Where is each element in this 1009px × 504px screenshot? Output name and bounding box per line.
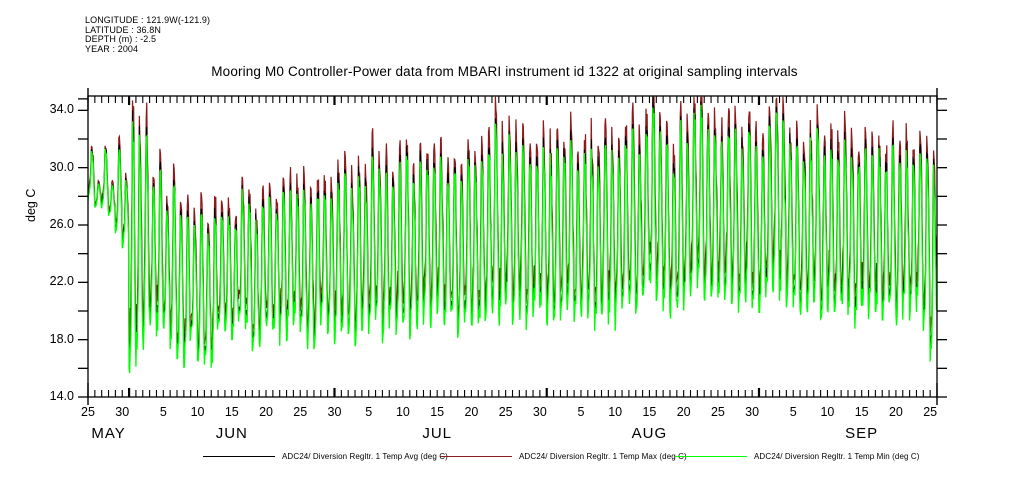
x-axis-month-label: SEP [845,425,879,442]
x-axis-day-label: 30 [115,405,130,419]
x-axis-day-label: 5 [789,405,797,419]
x-axis-day-label: 25 [710,405,725,419]
x-axis-month-label: AUG [631,425,668,442]
longitude-text: LONGITUDE : 121.9W(-121.9) [85,15,211,25]
x-axis-day-label: 15 [854,405,869,419]
latitude-text: LATITUDE : 36.8N [85,24,161,35]
year-text: YEAR : 2004 [85,43,139,54]
x-axis-day-label: 25 [498,405,513,419]
x-axis-day-label: 25 [81,405,95,419]
y-axis-tick-label: 18.0 [49,331,74,346]
legend-item: ADC24/ Diversion Regltr. 1 Temp Min (deg… [675,448,920,464]
x-axis-day-label: 30 [327,405,342,419]
x-axis-month-label: JUL [422,425,453,442]
legend-line-swatch [675,455,747,457]
y-axis-tick-label: 22.0 [49,274,74,289]
legend-item: ADC24/ Diversion Regltr. 1 Temp Avg (deg… [203,448,448,464]
metadata-block: LONGITUDE : 121.9W(-121.9) LATITUDE : 36… [85,15,211,54]
legend-line-swatch [440,455,512,457]
chart-legend: ADC24/ Diversion Regltr. 1 Temp Avg (deg… [0,448,1009,466]
x-axis-day-label: 10 [190,405,205,419]
x-axis-day-label: 15 [224,405,239,419]
chart-title: Mooring M0 Controller-Power data from MB… [211,64,798,79]
x-axis-day-label: 25 [923,405,938,419]
y-axis-tick-label: 26.0 [49,217,74,231]
y-axis-tick-label: 30.0 [49,159,74,174]
legend-label: ADC24/ Diversion Regltr. 1 Temp Max (deg… [519,451,687,461]
x-axis-day-label: 5 [365,405,373,419]
y-axis-tick-label: 14.0 [49,389,74,403]
y-axis-tick-label: 34.0 [49,102,74,117]
x-axis-day-label: 20 [676,405,691,419]
depth-text: DEPTH (m) : -2.5 [85,34,157,45]
x-axis-day-label: 5 [159,405,167,419]
x-axis-day-label: 20 [259,405,273,419]
x-axis-day-label: 10 [608,405,623,419]
x-axis-day-label: 10 [395,405,410,419]
x-axis-day-label: 25 [293,405,308,419]
x-axis-day-label: 15 [430,405,445,419]
x-axis-month-label: JUN [215,425,248,442]
legend-line-swatch [203,455,275,457]
x-axis-day-label: 10 [820,405,835,419]
x-axis-day-label: 30 [532,405,547,419]
legend-label: ADC24/ Diversion Regltr. 1 Temp Min (deg… [754,451,920,461]
x-axis-day-label: 30 [745,405,760,419]
x-axis-day-label: 5 [577,405,585,419]
x-axis-day-label: 20 [888,405,903,419]
legend-item: ADC24/ Diversion Regltr. 1 Temp Max (deg… [440,448,687,464]
x-axis-day-label: 20 [464,405,479,419]
x-axis-month-label: MAY [91,425,126,442]
x-axis-day-label: 15 [642,405,657,419]
legend-label: ADC24/ Diversion Regltr. 1 Temp Avg (deg… [282,451,448,461]
